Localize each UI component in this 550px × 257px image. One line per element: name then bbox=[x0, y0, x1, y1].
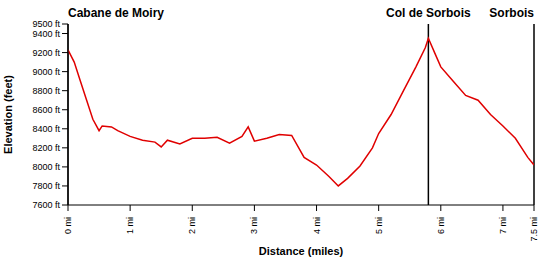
svg-text:Col de Sorbois: Col de Sorbois bbox=[386, 6, 471, 20]
svg-text:Elevation (feet): Elevation (feet) bbox=[8, 75, 14, 154]
svg-text:8600 ft: 8600 ft bbox=[32, 105, 60, 115]
svg-text:7800 ft: 7800 ft bbox=[32, 181, 60, 191]
svg-text:9500 ft: 9500 ft bbox=[32, 19, 60, 29]
svg-text:7 mi: 7 mi bbox=[498, 217, 508, 234]
svg-text:Cabane de Moiry: Cabane de Moiry bbox=[68, 6, 164, 20]
svg-text:Distance (miles): Distance (miles) bbox=[259, 245, 344, 257]
svg-text:Sorbois: Sorbois bbox=[489, 6, 534, 20]
svg-text:9000 ft: 9000 ft bbox=[32, 67, 60, 77]
svg-text:6 mi: 6 mi bbox=[436, 217, 446, 234]
svg-text:4 mi: 4 mi bbox=[312, 217, 322, 234]
svg-text:9400 ft: 9400 ft bbox=[32, 29, 60, 39]
svg-text:8000 ft: 8000 ft bbox=[32, 162, 60, 172]
svg-text:5 mi: 5 mi bbox=[374, 217, 384, 234]
svg-text:8200 ft: 8200 ft bbox=[32, 143, 60, 153]
svg-text:8800 ft: 8800 ft bbox=[32, 86, 60, 96]
svg-text:8400 ft: 8400 ft bbox=[32, 124, 60, 134]
svg-text:1 mi: 1 mi bbox=[125, 217, 135, 234]
svg-text:2 mi: 2 mi bbox=[187, 217, 197, 234]
svg-text:3 mi: 3 mi bbox=[249, 217, 259, 234]
svg-text:0 mi: 0 mi bbox=[63, 217, 73, 234]
svg-text:9200 ft: 9200 ft bbox=[32, 48, 60, 58]
svg-text:7600 ft: 7600 ft bbox=[32, 200, 60, 210]
svg-text:7.5 mi: 7.5 mi bbox=[529, 217, 539, 242]
